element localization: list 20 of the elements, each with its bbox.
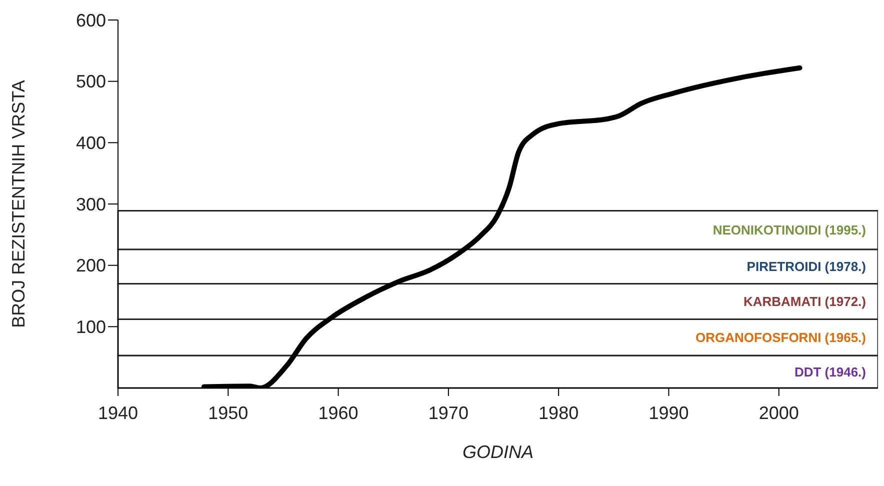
y-tick-label: 500 xyxy=(76,72,106,92)
x-tick-label: 1940 xyxy=(98,402,138,423)
x-tick-label: 1990 xyxy=(648,402,689,423)
x-tick-label: 2000 xyxy=(758,402,799,423)
x-axis-title: GODINA xyxy=(462,442,534,462)
y-tick-label: 200 xyxy=(76,256,106,276)
band-label: PIRETROIDI (1978.) xyxy=(746,259,866,274)
y-axis-title: BROJ REZISTENTNIH VRSTA xyxy=(8,80,28,328)
band-label: KARBAMATI (1972.) xyxy=(743,294,866,310)
x-tick-label: 1960 xyxy=(318,402,358,423)
band-label: DDT (1946.) xyxy=(794,364,866,380)
x-tick-label: 1970 xyxy=(428,402,468,423)
y-tick-label: 600 xyxy=(76,10,106,30)
x-tick-label: 1980 xyxy=(538,402,579,423)
y-tick-label: 100 xyxy=(76,317,106,338)
x-tick-label: 1950 xyxy=(208,402,248,423)
band-label: NEONIKOTINOIDI (1995.) xyxy=(712,222,866,238)
band-label: ORGANOFOSFORNI (1965.) xyxy=(696,330,866,346)
y-tick-label: 400 xyxy=(76,133,106,154)
y-tick-label: 300 xyxy=(76,194,106,214)
